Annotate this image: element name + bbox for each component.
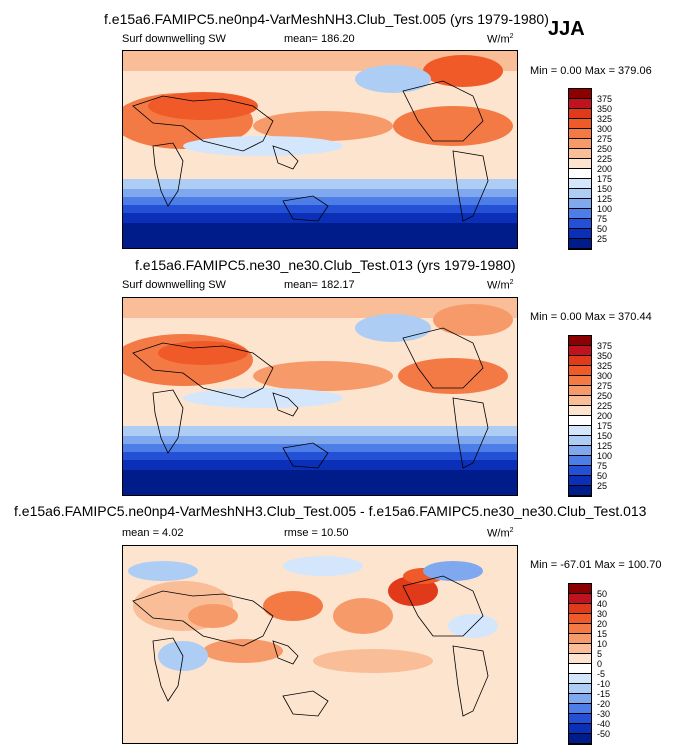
colorbar-tick: 125	[597, 194, 613, 204]
colorbar-tick: 225	[597, 154, 613, 164]
panel2-units-label: W/m2	[487, 279, 514, 292]
colorbar-tick: 225	[597, 401, 613, 411]
colorbar-tick: 50	[597, 589, 608, 599]
colorbar-tick: 300	[597, 371, 613, 381]
colorbar-tick: 25	[597, 234, 608, 244]
colorbar-tick: -10	[597, 679, 611, 689]
colorbar-tick: 20	[597, 619, 608, 629]
colorbar-tick: 100	[597, 451, 613, 461]
panel2-mean-label: mean= 182.17	[284, 279, 355, 291]
colorbar-tick: 150	[597, 431, 613, 441]
colorbar-tick: 5	[597, 649, 603, 659]
colorbar-tick: 50	[597, 471, 608, 481]
colorbar-tick: -40	[597, 719, 611, 729]
colorbar-tick: 15	[597, 629, 608, 639]
panel1-mean-label: mean= 186.20	[284, 33, 355, 45]
colorbar-tick: 200	[597, 164, 613, 174]
panel2-title: f.e15a6.FAMIPC5.ne30_ne30.Club_Test.013 …	[135, 257, 516, 273]
colorbar-tick: 175	[597, 421, 613, 431]
colorbar-tick: 250	[597, 391, 613, 401]
colorbar-tick: 275	[597, 381, 613, 391]
colorbar-tick: -15	[597, 689, 611, 699]
colorbar-tick: 300	[597, 124, 613, 134]
colorbar-tick: 350	[597, 351, 613, 361]
season-label: JJA	[548, 18, 585, 40]
panel1-minmax-label: Min = 0.00 Max = 379.06	[530, 65, 652, 77]
colorbar-tick: -20	[597, 699, 611, 709]
colorbar-tick: 250	[597, 144, 613, 154]
panel3-mean-label: mean = 4.02	[122, 527, 184, 539]
colorbar-tick: 25	[597, 481, 608, 491]
panel1-title: f.e15a6.FAMIPC5.ne0np4-VarMeshNH3.Club_T…	[104, 11, 549, 27]
colorbar-tick: 40	[597, 599, 608, 609]
colorbar-tick: 325	[597, 114, 613, 124]
panel2-colorbar: 375 350 325 300 275 250 225 200 175 150 …	[568, 335, 612, 497]
panel3-minmax-label: Min = -67.01 Max = 100.70	[530, 559, 662, 571]
panel3-map	[122, 545, 518, 744]
colorbar-tick: 200	[597, 411, 613, 421]
colorbar-tick: 75	[597, 214, 608, 224]
panel3-title: f.e15a6.FAMIPC5.ne0np4-VarMeshNH3.Club_T…	[14, 503, 647, 519]
panel1-map	[122, 50, 518, 249]
panel1-variable-label: Surf downwelling SW	[122, 33, 226, 45]
panel1-colorbar: 375 350 325 300 275 250 225 200 175 150 …	[568, 88, 612, 250]
colorbar-tick: 50	[597, 224, 608, 234]
colorbar-tick: 375	[597, 94, 613, 104]
colorbar-tick: -5	[597, 669, 606, 679]
panel2-map	[122, 297, 518, 496]
colorbar-tick: 100	[597, 204, 613, 214]
panel3-colorbar: 50 40 30 20 15 10 5 0 -5 -10 -15 -20 -30…	[568, 583, 610, 745]
colorbar-tick: -30	[597, 709, 611, 719]
colorbar-tick: 325	[597, 361, 613, 371]
colorbar-tick: 75	[597, 461, 608, 471]
panel2-variable-label: Surf downwelling SW	[122, 279, 226, 291]
colorbar-tick: 350	[597, 104, 613, 114]
colorbar-tick: 125	[597, 441, 613, 451]
panel3-units-label: W/m2	[487, 527, 514, 540]
panel1-units-label: W/m2	[487, 33, 514, 46]
colorbar-tick: 30	[597, 609, 608, 619]
colorbar-tick: 375	[597, 341, 613, 351]
panel3-rmse-label: rmse = 10.50	[284, 527, 349, 539]
colorbar-tick: 275	[597, 134, 613, 144]
colorbar-tick: 10	[597, 639, 608, 649]
colorbar-tick: 0	[597, 659, 603, 669]
colorbar-tick: 150	[597, 184, 613, 194]
colorbar-tick: 175	[597, 174, 613, 184]
panel2-minmax-label: Min = 0.00 Max = 370.44	[530, 311, 652, 323]
colorbar-tick: -50	[597, 729, 611, 739]
